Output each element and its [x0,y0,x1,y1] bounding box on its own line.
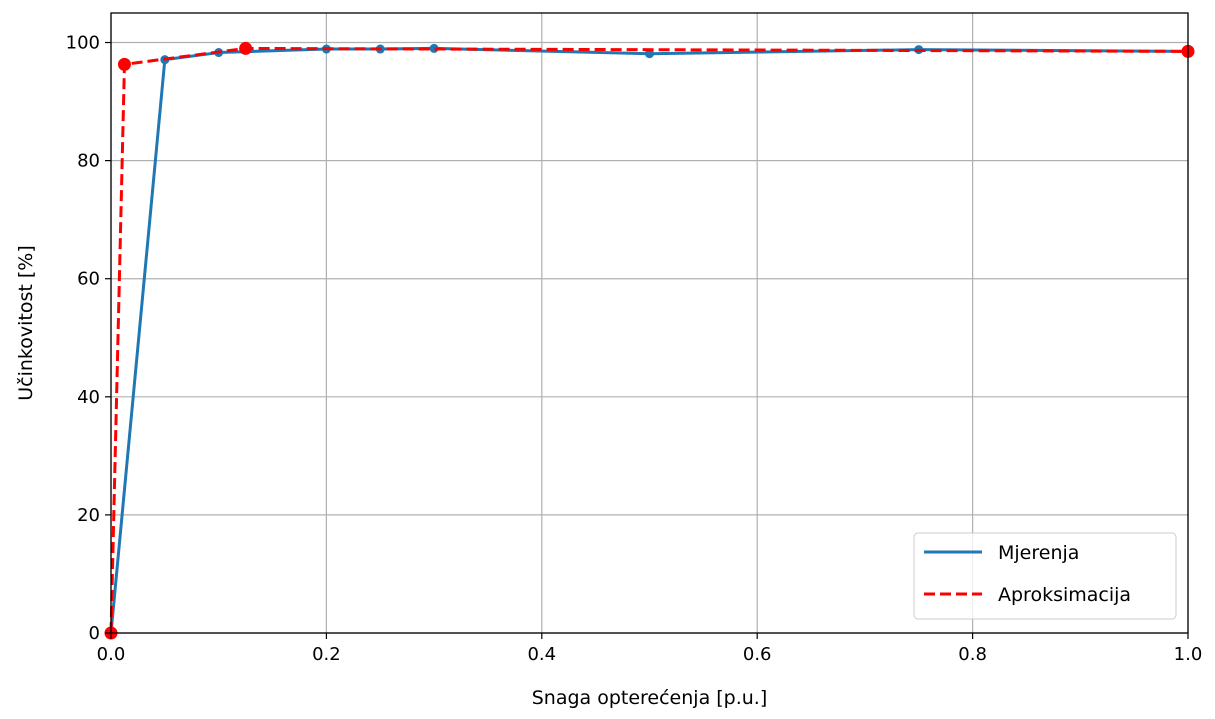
y-tick-label: 40 [77,387,100,408]
legend-label-aproksimacija: Aproksimacija [998,584,1131,606]
data-point-aproksimacija [239,41,253,55]
x-tick-label: 0.6 [743,644,772,665]
x-axis-label: Snaga opterećenja [p.u.] [532,687,768,709]
data-point-aproksimacija [117,57,131,71]
y-tick-label: 80 [77,151,100,172]
x-tick-label: 0.8 [958,644,987,665]
y-tick-label: 100 [66,33,100,54]
x-tick-label: 0.2 [312,644,341,665]
data-point-mjerenja [429,43,439,53]
y-tick-label: 20 [77,505,100,526]
legend: Mjerenja Aproksimacija [913,532,1177,620]
legend-label-mjerenja: Mjerenja [998,542,1079,564]
axis-ticks: 0.0 0.2 0.4 0.6 0.8 1.0 0 20 40 60 80 100 [66,33,1203,665]
x-tick-label: 0.4 [527,644,556,665]
plot-frame [110,12,1189,634]
series-line-aproksimacija [109,46,1189,634]
series-layer [104,41,1195,640]
y-tick-label: 0 [89,623,100,644]
y-tick-label: 60 [77,269,100,290]
y-axis-label: Učinkovitost [%] [15,245,37,401]
x-tick-label: 1.0 [1174,644,1203,665]
data-point-mjerenja [645,49,654,59]
legend-box [913,532,1177,620]
x-tick-label: 0.0 [97,644,126,665]
